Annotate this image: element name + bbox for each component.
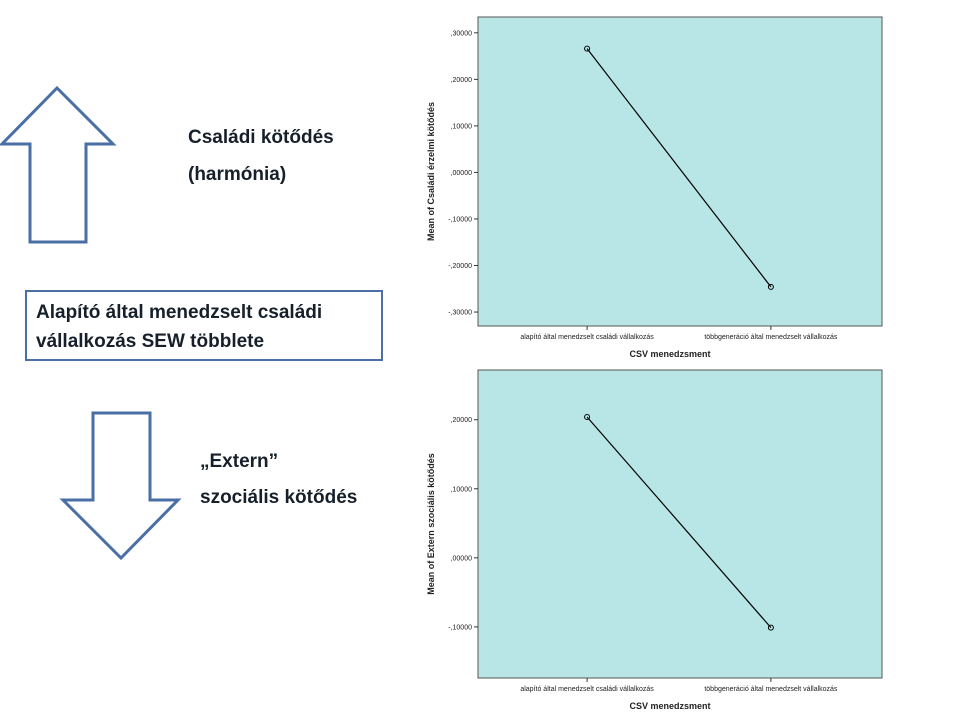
point	[767, 283, 774, 290]
plot-area	[477, 16, 883, 327]
y-tick-label: ,20000	[451, 417, 473, 424]
box-text: vállalkozás SEW többlete	[36, 331, 264, 352]
box-text: Alapító által menedzselt családi	[36, 302, 322, 323]
text-box	[25, 290, 383, 361]
y-tick-label: ,10000	[451, 486, 473, 493]
y-tick-label: ,00000	[451, 555, 473, 562]
point	[584, 45, 591, 52]
y-tick-label: -,20000	[448, 263, 472, 270]
bottom-label: szociális kötődés	[200, 487, 357, 508]
top-label: (harmónia)	[188, 164, 286, 185]
x-axis-title: CSV menedzsment	[629, 349, 710, 359]
line	[586, 416, 772, 628]
down-arrow	[59, 411, 182, 561]
top-label: Családi kötődés	[188, 127, 334, 148]
y-tick-label: ,00000	[451, 170, 473, 177]
x-tick-label: többgeneráció által menedzselt vállalkoz…	[704, 334, 838, 341]
y-tick-label: -,10000	[448, 624, 472, 631]
line	[586, 48, 772, 288]
y-tick-label: ,30000	[451, 30, 473, 37]
bottom-label: „Extern”	[200, 451, 278, 472]
x-tick-label: alapító által menedzselt családi vállalk…	[520, 334, 654, 341]
up-arrow	[0, 85, 117, 244]
y-axis-title: Mean of Extern szociális kötődés	[426, 453, 436, 595]
y-tick-label: ,20000	[451, 77, 473, 84]
y-tick-label: -,10000	[448, 216, 472, 223]
x-axis-title: CSV menedzsment	[629, 701, 710, 711]
y-tick-label: -,30000	[448, 310, 472, 317]
point	[767, 624, 774, 631]
point	[584, 413, 591, 420]
y-tick-label: ,10000	[451, 123, 473, 130]
x-tick-label: alapító által menedzselt családi vállalk…	[520, 686, 654, 693]
y-axis-title: Mean of Családi érzelmi kötődés	[426, 102, 436, 241]
x-tick-label: többgeneráció által menedzselt vállalkoz…	[704, 686, 838, 693]
